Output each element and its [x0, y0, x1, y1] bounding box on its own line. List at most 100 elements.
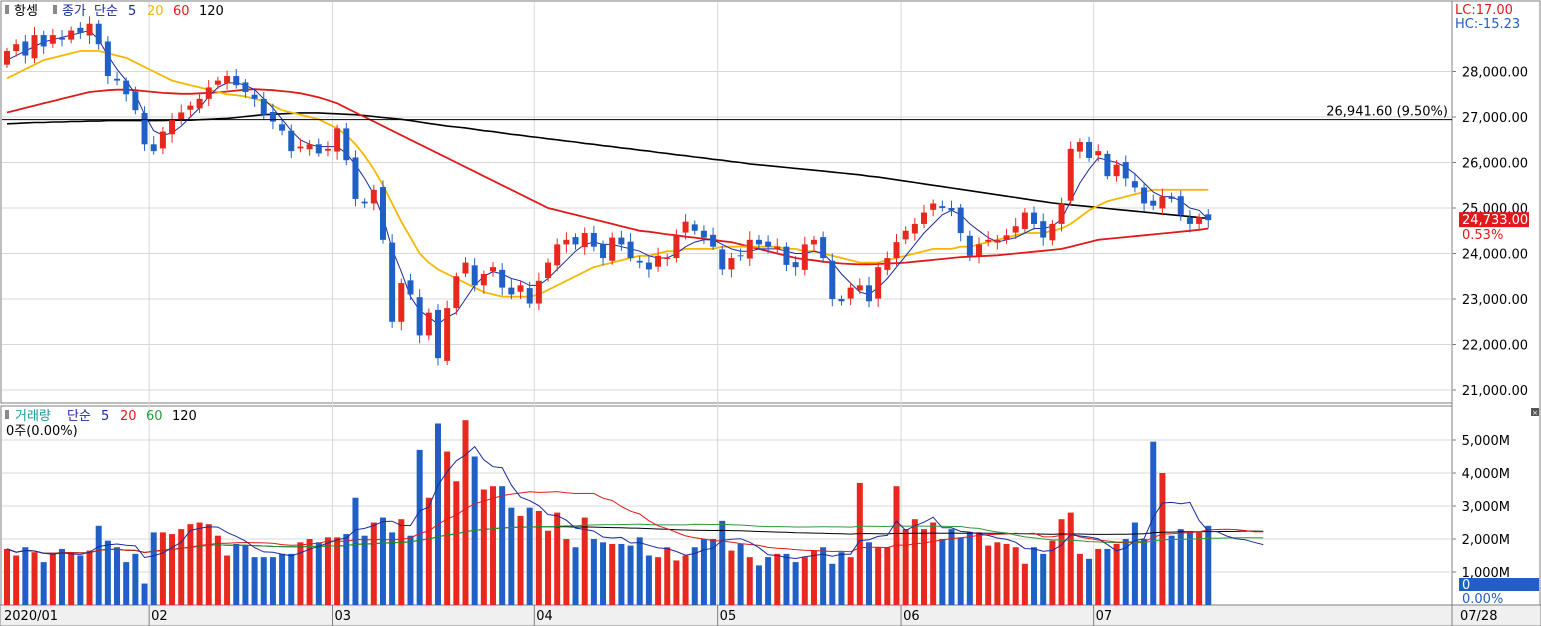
- candle[interactable]: [453, 272, 460, 315]
- volume-bar[interactable]: [132, 553, 139, 605]
- volume-bar[interactable]: [939, 539, 946, 605]
- volume-bar[interactable]: [86, 550, 93, 605]
- volume-bar[interactable]: [875, 547, 882, 605]
- candle[interactable]: [755, 235, 762, 249]
- volume-bar[interactable]: [1186, 532, 1193, 605]
- candle[interactable]: [1040, 213, 1047, 246]
- volume-bar[interactable]: [1159, 473, 1166, 605]
- volume-bar[interactable]: [379, 517, 386, 605]
- volume-bar[interactable]: [893, 486, 900, 605]
- candle[interactable]: [985, 231, 992, 247]
- candle[interactable]: [297, 138, 304, 153]
- volume-bar[interactable]: [856, 482, 863, 605]
- volume-bar[interactable]: [1150, 441, 1157, 605]
- volume-bar[interactable]: [994, 542, 1001, 605]
- volume-bar[interactable]: [13, 555, 20, 606]
- candle[interactable]: [1076, 138, 1083, 159]
- candle[interactable]: [288, 124, 295, 159]
- volume-bar[interactable]: [1104, 548, 1111, 605]
- candle[interactable]: [251, 89, 258, 108]
- candle[interactable]: [966, 230, 973, 262]
- volume-bar[interactable]: [499, 486, 506, 605]
- candle[interactable]: [673, 229, 680, 263]
- candle[interactable]: [104, 36, 111, 84]
- candle[interactable]: [801, 236, 808, 276]
- volume-bar[interactable]: [884, 547, 891, 605]
- volume-bar[interactable]: [627, 545, 634, 605]
- candle[interactable]: [1095, 144, 1102, 162]
- candle[interactable]: [1196, 213, 1203, 230]
- volume-bar[interactable]: [114, 547, 121, 605]
- candle[interactable]: [728, 252, 735, 278]
- candle[interactable]: [187, 101, 194, 118]
- volume-bar[interactable]: [1012, 547, 1019, 605]
- candle[interactable]: [77, 22, 84, 39]
- candle[interactable]: [710, 227, 717, 250]
- candle[interactable]: [526, 281, 533, 308]
- legend-vma20[interactable]: 20: [120, 409, 137, 424]
- candle[interactable]: [1113, 159, 1120, 182]
- volume-bar[interactable]: [600, 542, 607, 605]
- volume-bar[interactable]: [517, 515, 524, 605]
- volume-bar[interactable]: [205, 524, 212, 605]
- volume-bar[interactable]: [820, 547, 827, 605]
- volume-bar[interactable]: [269, 557, 276, 605]
- candle[interactable]: [976, 237, 983, 264]
- candle[interactable]: [324, 141, 331, 157]
- candle[interactable]: [535, 272, 542, 311]
- volume-bar[interactable]: [700, 539, 707, 605]
- candle[interactable]: [352, 150, 359, 207]
- candle[interactable]: [921, 204, 927, 229]
- volume-bar[interactable]: [370, 522, 377, 606]
- candle[interactable]: [95, 20, 102, 50]
- candle[interactable]: [260, 92, 267, 120]
- volume-bar[interactable]: [1031, 547, 1038, 605]
- candle[interactable]: [792, 256, 799, 276]
- candle[interactable]: [1150, 194, 1157, 211]
- volume-bar[interactable]: [77, 555, 84, 606]
- volume-bar[interactable]: [224, 555, 231, 606]
- volume-bar[interactable]: [911, 519, 918, 605]
- candle[interactable]: [1012, 218, 1019, 239]
- candle[interactable]: [269, 103, 276, 130]
- volume-bar[interactable]: [398, 519, 405, 605]
- candle[interactable]: [618, 230, 625, 251]
- candle[interactable]: [132, 86, 139, 115]
- candle[interactable]: [691, 220, 698, 235]
- candle[interactable]: [600, 240, 607, 266]
- candle[interactable]: [1021, 208, 1028, 233]
- volume-bar[interactable]: [655, 557, 662, 605]
- volume-bar[interactable]: [1113, 543, 1120, 605]
- candle[interactable]: [1177, 190, 1184, 221]
- volume-bar[interactable]: [123, 562, 130, 605]
- candle[interactable]: [517, 280, 524, 299]
- volume-bar[interactable]: [1067, 512, 1074, 605]
- candle[interactable]: [389, 234, 396, 328]
- candle[interactable]: [4, 47, 10, 68]
- candle[interactable]: [1049, 219, 1056, 246]
- candle[interactable]: [911, 217, 918, 241]
- candle[interactable]: [655, 247, 662, 272]
- candle[interactable]: [379, 180, 386, 244]
- volume-bar[interactable]: [535, 510, 542, 605]
- candle[interactable]: [930, 199, 937, 217]
- volume-bar[interactable]: [957, 537, 964, 605]
- volume-bar[interactable]: [1003, 543, 1010, 605]
- legend-ma120[interactable]: 120: [199, 4, 224, 19]
- volume-bar[interactable]: [948, 529, 955, 605]
- volume-bar[interactable]: [68, 552, 75, 605]
- candle[interactable]: [196, 93, 203, 114]
- volume-bar[interactable]: [636, 537, 643, 605]
- candle[interactable]: [1131, 172, 1138, 193]
- volume-bar[interactable]: [976, 532, 983, 605]
- volume-bar[interactable]: [434, 423, 441, 606]
- volume-bar[interactable]: [251, 557, 258, 605]
- volume-bar[interactable]: [691, 547, 698, 605]
- candle[interactable]: [554, 238, 561, 272]
- candle[interactable]: [1186, 210, 1193, 233]
- volume-bar[interactable]: [334, 537, 341, 605]
- volume-bar[interactable]: [297, 542, 304, 605]
- candle[interactable]: [856, 278, 863, 294]
- candle[interactable]: [370, 184, 377, 211]
